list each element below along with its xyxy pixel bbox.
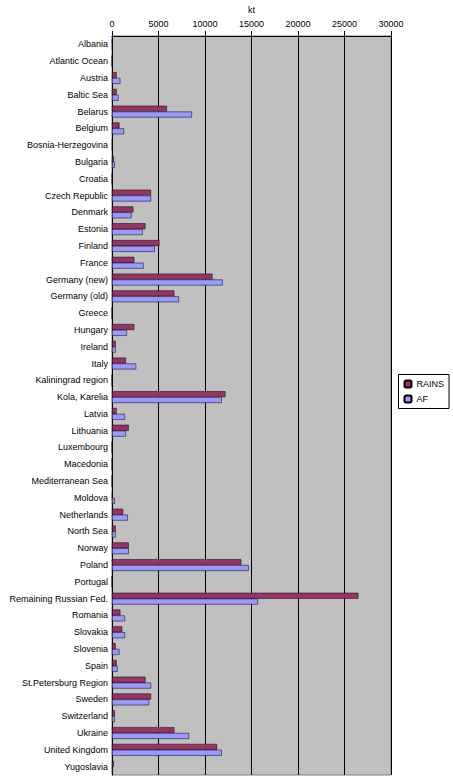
- svg-text:Sweden: Sweden: [75, 694, 108, 704]
- svg-text:30000: 30000: [378, 19, 403, 29]
- svg-text:Greece: Greece: [78, 308, 108, 318]
- svg-text:0: 0: [109, 19, 114, 29]
- svg-text:kt: kt: [248, 5, 256, 15]
- svg-text:15000: 15000: [239, 19, 264, 29]
- svg-text:Slovenia: Slovenia: [73, 644, 108, 654]
- svg-text:RAINS: RAINS: [416, 379, 444, 389]
- svg-text:Luxembourg: Luxembourg: [58, 442, 108, 452]
- svg-text:Austria: Austria: [80, 73, 108, 83]
- svg-text:Ukraine: Ukraine: [77, 728, 108, 738]
- svg-text:Estonia: Estonia: [78, 224, 108, 234]
- svg-text:Baltic Sea: Baltic Sea: [67, 90, 108, 100]
- svg-text:North Sea: North Sea: [67, 526, 108, 536]
- svg-text:10000: 10000: [192, 19, 217, 29]
- svg-text:Mediterranean Sea: Mediterranean Sea: [31, 476, 108, 486]
- svg-text:St.Petersburg Region: St.Petersburg Region: [22, 678, 108, 688]
- svg-text:Norway: Norway: [77, 543, 108, 553]
- svg-text:Netherlands: Netherlands: [59, 510, 108, 520]
- svg-text:Remaining Russian Fed.: Remaining Russian Fed.: [9, 594, 108, 604]
- svg-text:Ireland: Ireland: [80, 342, 108, 352]
- svg-text:Croatia: Croatia: [79, 174, 108, 184]
- svg-text:Germany (old): Germany (old): [50, 291, 108, 301]
- svg-text:Slovakia: Slovakia: [74, 627, 108, 637]
- svg-text:Romania: Romania: [72, 610, 108, 620]
- svg-text:Czech Republic: Czech Republic: [45, 191, 109, 201]
- svg-text:France: France: [80, 258, 108, 268]
- svg-text:Poland: Poland: [80, 560, 108, 570]
- svg-text:Macedonia: Macedonia: [64, 459, 108, 469]
- svg-text:25000: 25000: [332, 19, 357, 29]
- svg-text:Kaliningrad region: Kaliningrad region: [35, 375, 108, 385]
- svg-text:20000: 20000: [285, 19, 310, 29]
- svg-text:Germany (new): Germany (new): [46, 275, 108, 285]
- svg-text:Hungary: Hungary: [74, 325, 109, 335]
- svg-text:Switzerland: Switzerland: [61, 711, 108, 721]
- svg-text:Atlantic Ocean: Atlantic Ocean: [49, 56, 108, 66]
- svg-text:United Kingdom: United Kingdom: [44, 745, 108, 755]
- svg-text:Bulgaria: Bulgaria: [75, 157, 108, 167]
- svg-text:Albania: Albania: [78, 39, 108, 49]
- svg-text:Lithuania: Lithuania: [71, 426, 108, 436]
- svg-text:Italy: Italy: [91, 359, 108, 369]
- svg-text:Yugoslavia: Yugoslavia: [64, 762, 108, 772]
- svg-text:AF: AF: [416, 394, 428, 404]
- svg-text:Denmark: Denmark: [71, 207, 108, 217]
- svg-text:Latvia: Latvia: [84, 409, 108, 419]
- svg-text:Kola, Karelia: Kola, Karelia: [57, 392, 108, 402]
- svg-text:Spain: Spain: [85, 661, 108, 671]
- svg-text:Bosnia-Herzegovina: Bosnia-Herzegovina: [27, 140, 108, 150]
- svg-text:Belgium: Belgium: [75, 123, 108, 133]
- svg-text:5000: 5000: [148, 19, 168, 29]
- svg-text:Finland: Finland: [78, 241, 108, 251]
- svg-text:Portugal: Portugal: [74, 577, 108, 587]
- svg-text:Moldova: Moldova: [74, 493, 108, 503]
- svg-text:Belarus: Belarus: [77, 107, 108, 117]
